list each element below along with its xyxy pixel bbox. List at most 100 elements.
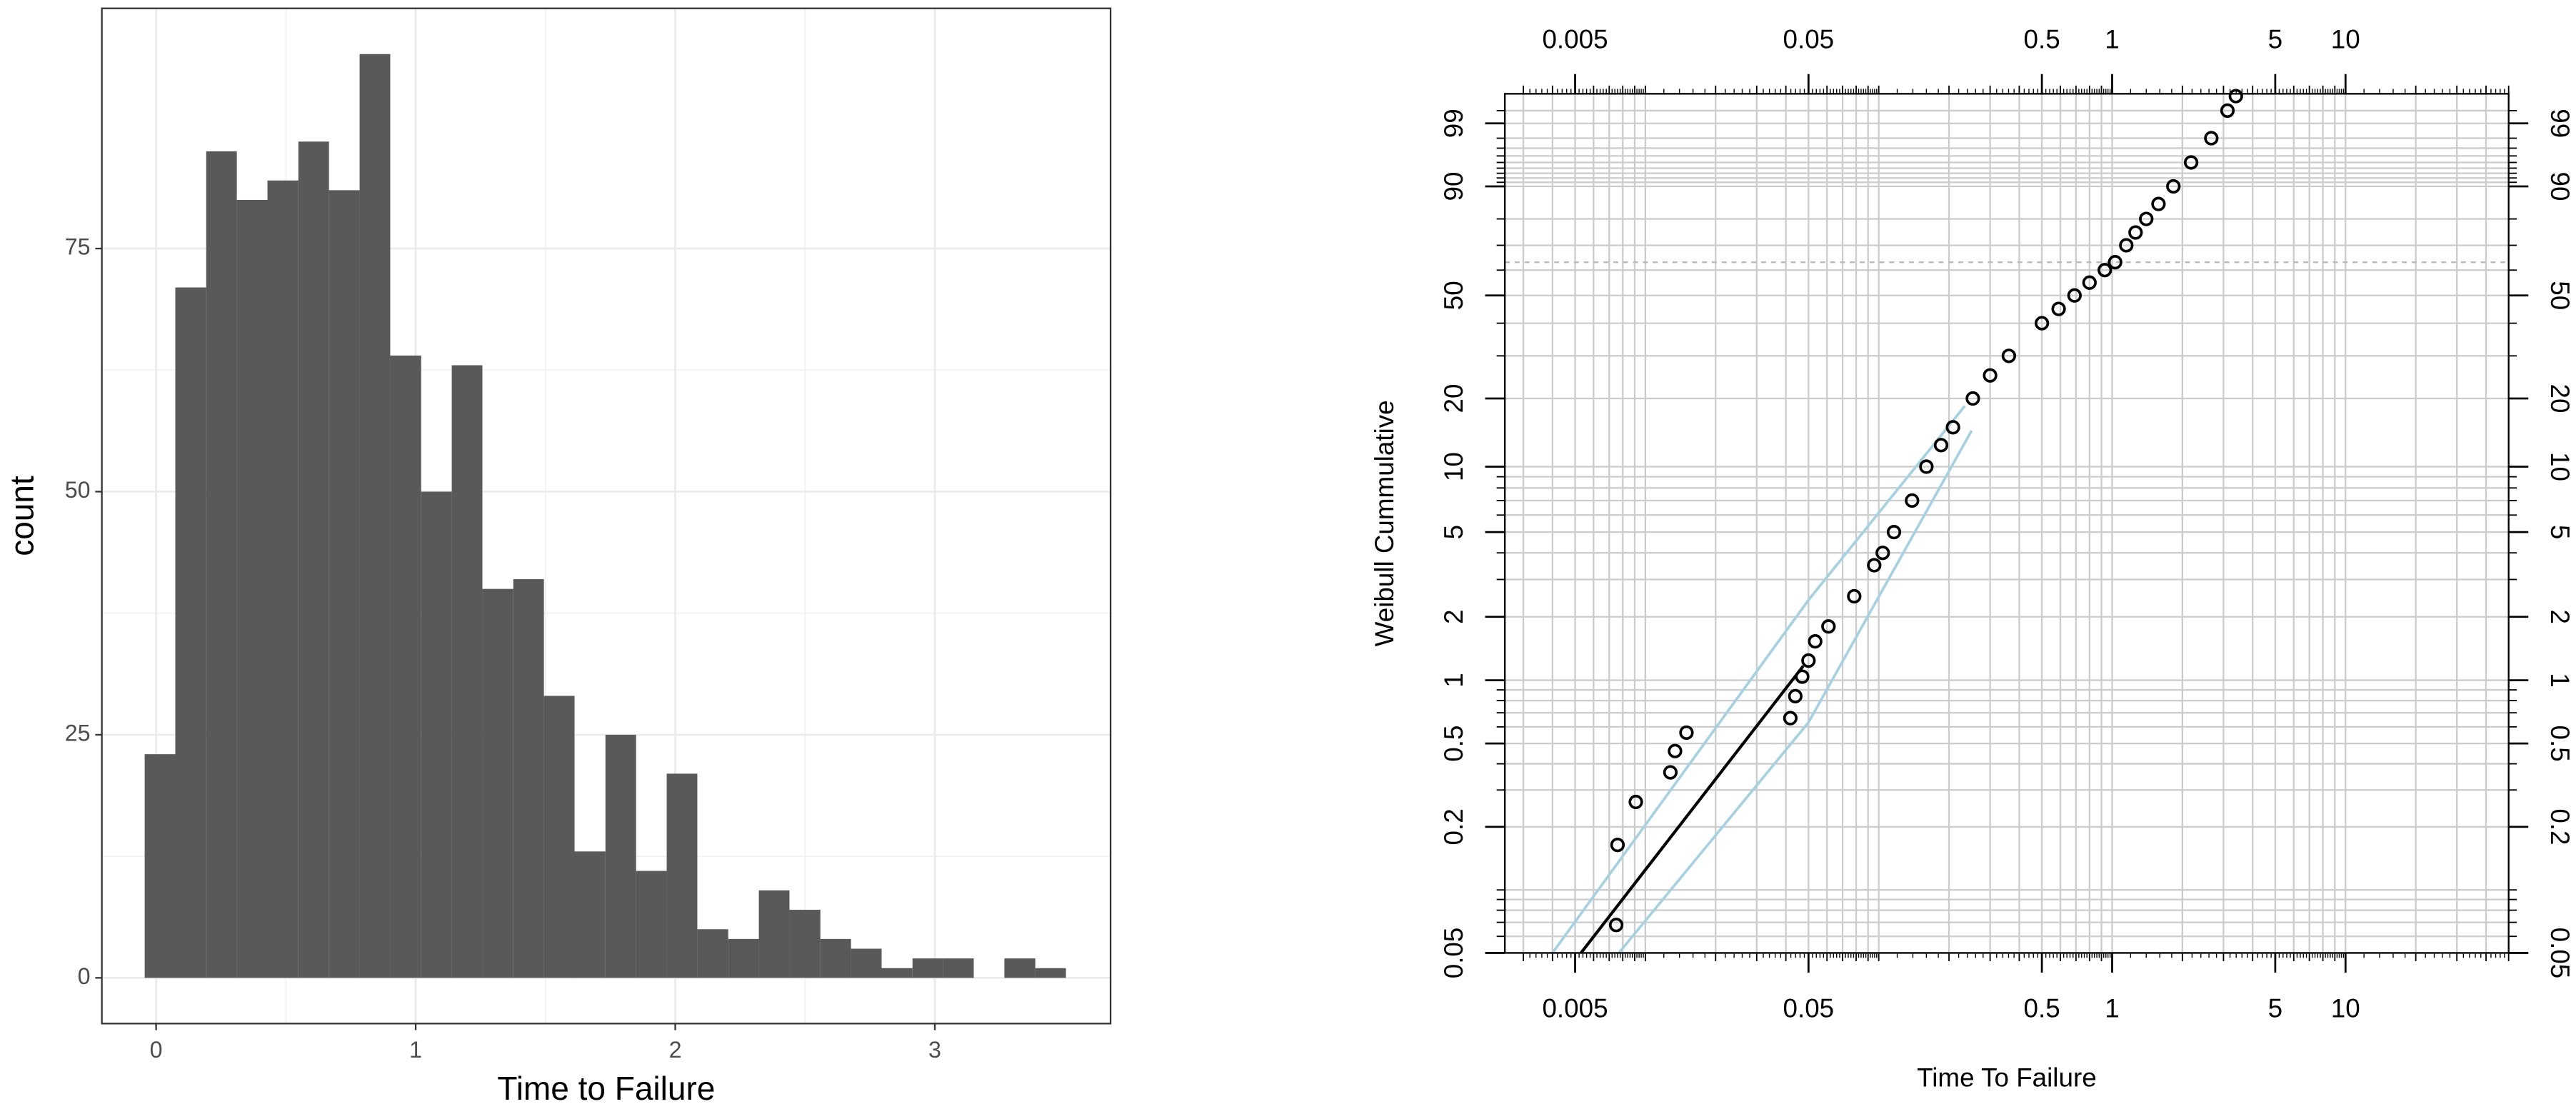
- x-tick-label-top: 5: [2268, 24, 2282, 54]
- bar: [482, 588, 513, 978]
- bar: [1035, 968, 1066, 978]
- x-tick-label: 0: [150, 1037, 163, 1063]
- data-point: [2098, 263, 2113, 278]
- data-point: [1821, 619, 1836, 634]
- y-tick-label: 90: [1439, 172, 1468, 201]
- data-point: [1610, 838, 1625, 853]
- bar: [1004, 958, 1036, 978]
- bar: [236, 199, 268, 978]
- data-point: [1983, 368, 1998, 383]
- data-point: [2119, 238, 2134, 253]
- data-point: [2220, 103, 2235, 119]
- bar: [697, 929, 728, 978]
- data-point: [2051, 301, 2066, 316]
- bar: [666, 773, 698, 978]
- x-tick-label-top: 0.005: [1542, 24, 1608, 54]
- x-tick-label: 1: [2105, 994, 2119, 1023]
- y-tick-label-right: 2: [2545, 609, 2575, 623]
- data-point: [1965, 391, 1980, 406]
- data-point: [1886, 525, 1902, 540]
- data-point: [1628, 794, 1643, 810]
- x-tick-label-top: 0.05: [1783, 24, 1835, 54]
- y-tick-label: 50: [65, 477, 91, 503]
- y-tick-label: 0: [78, 963, 91, 989]
- data-point: [1808, 633, 1823, 649]
- data-point: [1608, 918, 1624, 933]
- x-tick-label: 2: [669, 1037, 682, 1063]
- data-point: [1783, 711, 1798, 726]
- data-point: [1919, 459, 1934, 474]
- y-tick-label: 0.5: [1439, 726, 1468, 762]
- y-tick-label: 10: [1439, 452, 1468, 481]
- x-tick-label: 0.05: [1783, 994, 1835, 1023]
- bar: [175, 287, 206, 978]
- data-point: [1668, 743, 1683, 758]
- confidence-band: [1551, 405, 1966, 953]
- y-tick-label: 1: [1439, 673, 1468, 687]
- plot-border: [101, 7, 1112, 1025]
- bar: [728, 938, 759, 978]
- y-tick-label: 2: [1439, 609, 1468, 623]
- bar: [298, 141, 329, 978]
- bar: [851, 948, 882, 978]
- bar: [789, 910, 821, 978]
- data-point: [2228, 89, 2243, 104]
- y-tick-label: 75: [65, 234, 91, 260]
- data-point: [1847, 588, 1862, 604]
- fit-line: [1580, 665, 1805, 953]
- data-point: [2166, 179, 2181, 194]
- x-axis-title: Time To Failure: [1917, 1063, 2097, 1092]
- data-point: [1875, 546, 1890, 561]
- y-tick-label: 20: [1439, 384, 1468, 413]
- y-tick-label-right: 50: [2545, 281, 2575, 310]
- data-point: [2001, 348, 2016, 363]
- bar: [636, 870, 667, 978]
- y-tick-label-right: 90: [2545, 172, 2575, 201]
- y-tick-label: 5: [1439, 525, 1468, 539]
- bar: [605, 734, 636, 978]
- bar: [912, 958, 943, 978]
- data-point: [2128, 225, 2143, 240]
- bar: [267, 180, 299, 978]
- x-tick-label: 0.005: [1542, 994, 1608, 1023]
- x-tick-label: 3: [928, 1037, 941, 1063]
- bar: [451, 365, 483, 978]
- data-point: [2204, 131, 2219, 146]
- bar: [513, 579, 544, 978]
- y-tick-label-right: 0.05: [2545, 928, 2575, 979]
- y-tick-label-right: 0.2: [2545, 808, 2575, 845]
- y-tick-label-right: 5: [2545, 525, 2575, 539]
- data-point: [1945, 420, 1960, 435]
- y-tick-label-right: 1: [2545, 673, 2575, 687]
- data-point: [1933, 438, 1949, 453]
- bar: [574, 851, 606, 978]
- y-tick-label: 0.05: [1439, 928, 1468, 979]
- data-point: [1801, 653, 1816, 668]
- data-point: [1905, 493, 1920, 508]
- x-tick-label: 1: [409, 1037, 422, 1063]
- y-axis-title: count: [4, 476, 41, 556]
- x-tick-label: 0.5: [2024, 994, 2060, 1023]
- x-tick-label: 10: [2331, 994, 2360, 1023]
- x-tick-label-top: 1: [2105, 24, 2119, 54]
- x-axis-title: Time to Failure: [497, 1070, 715, 1107]
- confidence-band: [1618, 430, 1973, 953]
- data-point: [2139, 211, 2154, 226]
- data-point: [1663, 765, 1678, 780]
- x-tick-label-top: 0.5: [2024, 24, 2060, 54]
- bar: [390, 355, 421, 978]
- data-point: [2082, 275, 2097, 290]
- y-tick-label-right: 99: [2545, 109, 2575, 138]
- bar: [421, 491, 452, 978]
- data-point: [2034, 316, 2050, 331]
- y-tick-label: 0.2: [1439, 808, 1468, 845]
- x-tick-label-top: 10: [2331, 24, 2360, 54]
- bar: [543, 696, 575, 978]
- bar: [758, 890, 790, 978]
- data-point: [1867, 558, 1882, 573]
- bar: [359, 54, 391, 978]
- y-axis-title: Weibull Cummulative: [1370, 400, 1399, 646]
- y-tick-label: 99: [1439, 109, 1468, 138]
